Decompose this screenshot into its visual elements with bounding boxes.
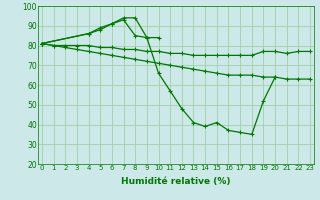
X-axis label: Humidité relative (%): Humidité relative (%) (121, 177, 231, 186)
